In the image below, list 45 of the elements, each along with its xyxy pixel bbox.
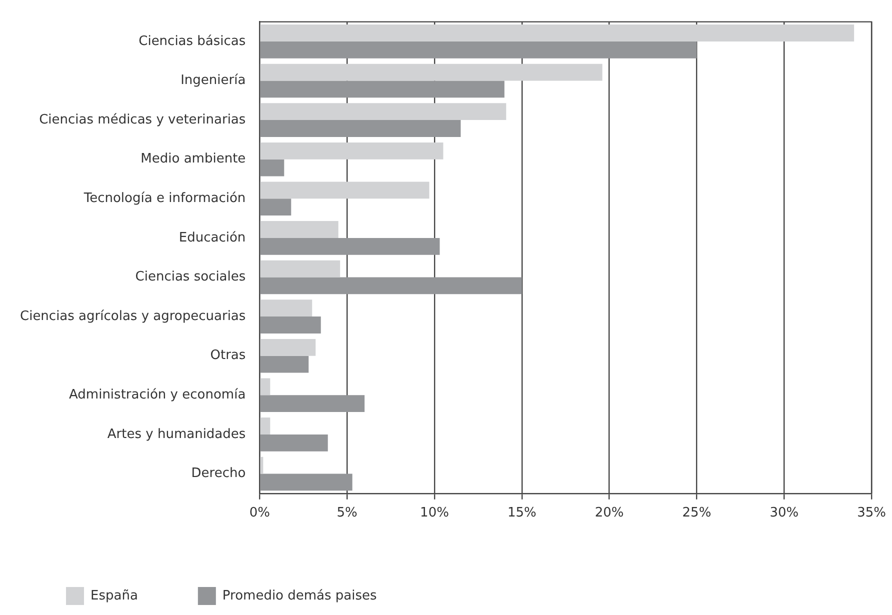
x-tick-label: 20% bbox=[594, 506, 624, 521]
bar bbox=[260, 103, 506, 120]
y-tick-label: Ciencias sociales bbox=[135, 270, 246, 285]
bar bbox=[260, 356, 309, 373]
x-tick-label: 30% bbox=[770, 506, 799, 521]
bar bbox=[260, 338, 316, 356]
y-tick-label: Tecnología e información bbox=[82, 191, 246, 206]
x-tick-label: 15% bbox=[507, 506, 536, 521]
bar bbox=[260, 260, 340, 278]
x-tick-label: 5% bbox=[336, 506, 358, 521]
x-tick-label: 10% bbox=[420, 506, 449, 521]
bar bbox=[260, 182, 430, 199]
bar bbox=[260, 378, 270, 396]
y-tick-label: Otras bbox=[210, 348, 246, 364]
bar bbox=[260, 300, 312, 317]
y-tick-label: Ingeniería bbox=[180, 73, 246, 88]
bar bbox=[260, 221, 338, 238]
x-tick-label: 0% bbox=[249, 506, 270, 521]
bar bbox=[260, 198, 292, 216]
y-tick-label: Ciencias médicas y veterinarias bbox=[39, 112, 246, 128]
y-tick-label: Medio ambiente bbox=[140, 152, 246, 167]
bar bbox=[260, 474, 352, 491]
bar bbox=[260, 395, 365, 412]
bar bbox=[260, 434, 328, 452]
legend-label: Promedio demás paises bbox=[222, 588, 378, 604]
bar bbox=[260, 41, 697, 58]
bar bbox=[260, 120, 461, 137]
bar bbox=[260, 64, 602, 81]
bar bbox=[260, 24, 854, 42]
x-tick-label: 35% bbox=[857, 506, 886, 521]
bar bbox=[260, 316, 321, 334]
y-tick-label: Administración y economía bbox=[69, 388, 246, 403]
bar bbox=[260, 80, 504, 98]
y-tick-label: Educación bbox=[178, 230, 246, 246]
bar bbox=[260, 277, 522, 294]
y-tick-label: Ciencias agrícolas y agropecuarias bbox=[20, 308, 246, 324]
y-tick-label: Artes y humanidades bbox=[107, 426, 246, 442]
x-tick-label: 25% bbox=[682, 506, 712, 521]
bar bbox=[260, 142, 444, 160]
legend-label: España bbox=[90, 588, 138, 604]
y-tick-label: Derecho bbox=[191, 466, 246, 482]
y-tick-label: Ciencias básicas bbox=[138, 34, 246, 49]
bar bbox=[260, 238, 440, 255]
bar bbox=[260, 418, 270, 434]
bar bbox=[260, 159, 284, 176]
